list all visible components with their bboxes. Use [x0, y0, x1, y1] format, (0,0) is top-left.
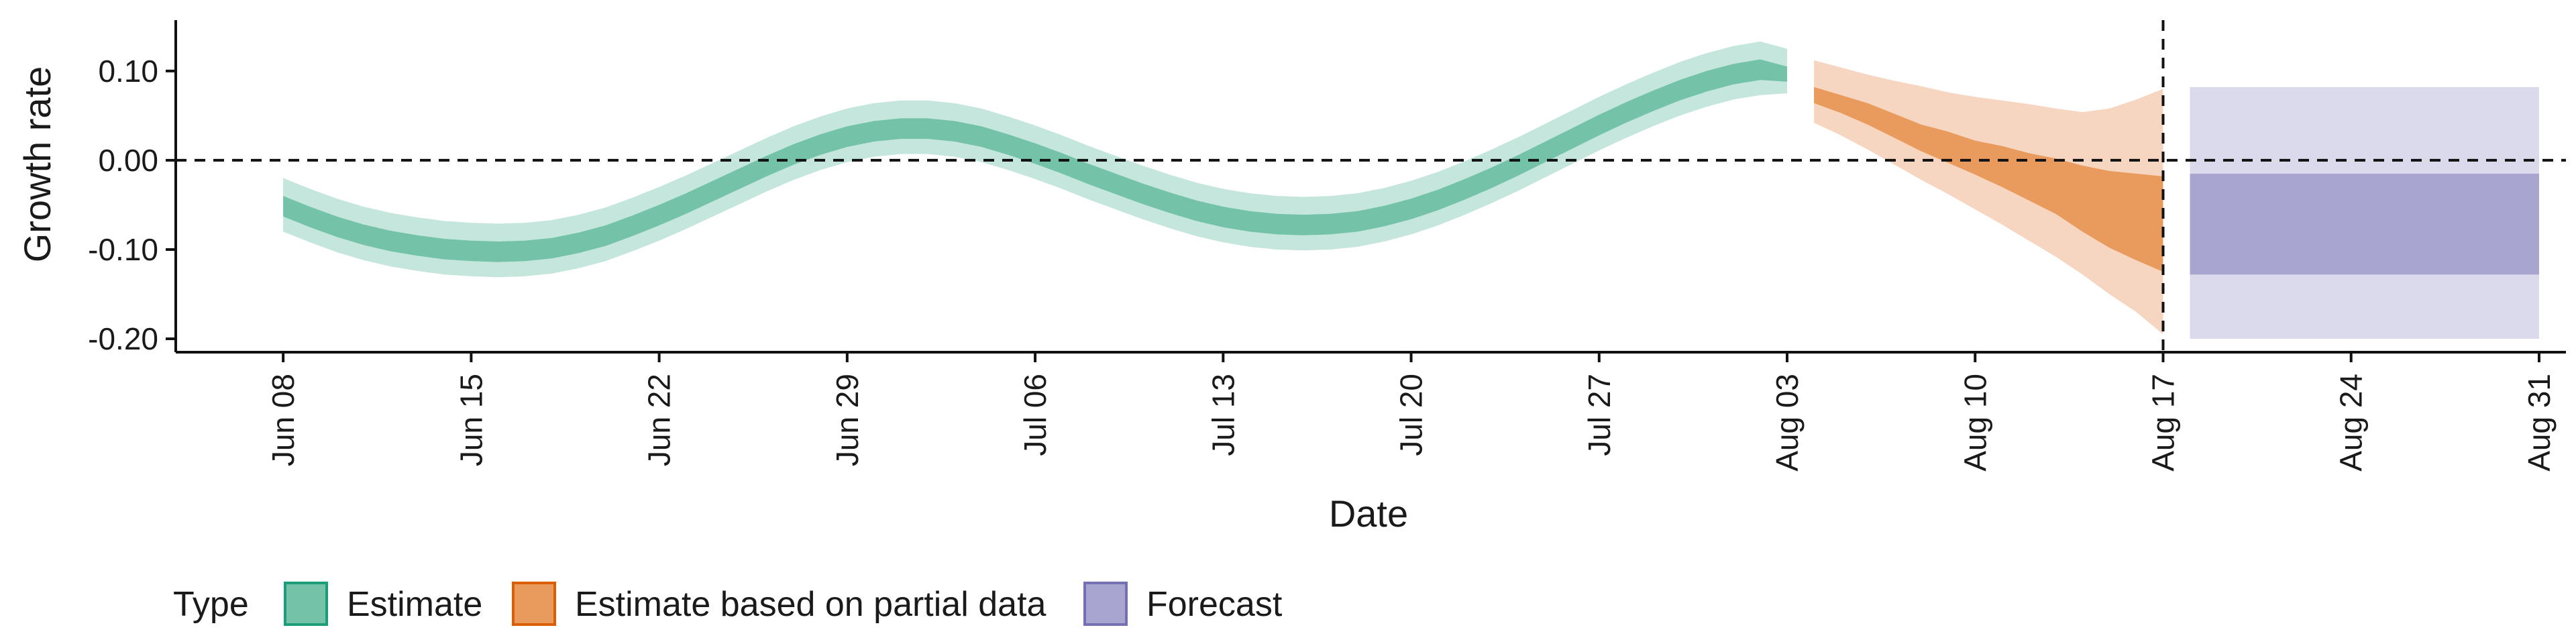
x-tick-label: Aug 24 [2334, 374, 2369, 472]
x-tick-label: Jun 29 [830, 374, 865, 466]
legend-label-estimate-based-on-partial-data: Estimate based on partial data [575, 585, 1046, 624]
x-tick-label: Jul 20 [1394, 374, 1429, 456]
y-tick-label: 0.00 [98, 143, 158, 178]
reference-lines [176, 20, 2566, 352]
legend-key-estimate-based-on-partial-data [512, 582, 556, 626]
x-tick-label: Jul 13 [1205, 374, 1240, 456]
legend-title: Type [173, 585, 249, 624]
y-axis-ticks: 0.10 0.00 -0.10 -0.20 [88, 54, 176, 356]
legend: Type Estimate Estimate based on partial da… [173, 582, 1283, 626]
x-tick-label: Jul 27 [1582, 374, 1617, 456]
x-tick-label: Aug 17 [2145, 374, 2180, 472]
y-tick-label: -0.20 [88, 321, 158, 356]
axes [174, 20, 2566, 354]
x-tick-label: Jul 06 [1018, 374, 1053, 456]
legend-label-forecast: Forecast [1146, 585, 1283, 624]
x-tick-label: Aug 03 [1770, 374, 1805, 472]
legend-label-estimate: Estimate [347, 585, 482, 624]
estimate-inner-band [283, 59, 1787, 262]
x-axis-ticks: Jun 08 Jun 15 Jun 22 Jun 29 Jul 06 Jul 13 Jul … [266, 352, 2557, 472]
forecast-inner-band [2190, 173, 2539, 275]
x-tick-label: Aug 31 [2522, 374, 2557, 472]
plot-area [283, 41, 2539, 339]
y-tick-label: -0.10 [88, 232, 158, 267]
x-tick-label: Jun 22 [642, 374, 677, 466]
y-axis-title: Growth rate [16, 66, 58, 263]
y-tick-label: 0.10 [98, 54, 158, 89]
legend-key-forecast [1083, 582, 1128, 626]
x-tick-label: Jun 15 [453, 374, 488, 466]
x-axis-title: Date [1329, 492, 1408, 535]
x-tick-label: Aug 10 [1957, 374, 1992, 472]
legend-key-estimate [284, 582, 328, 626]
estimate-based-on-partial-data-inner-band [1814, 87, 2163, 272]
x-tick-label: Jun 08 [266, 374, 301, 466]
